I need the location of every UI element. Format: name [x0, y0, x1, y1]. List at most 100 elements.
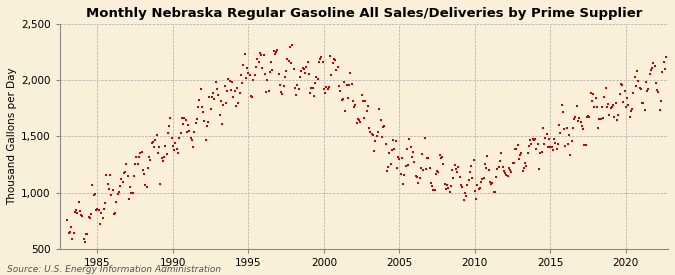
Point	[199, 119, 210, 123]
Point	[221, 100, 232, 105]
Point	[651, 81, 661, 85]
Point	[95, 222, 105, 227]
Point	[580, 143, 591, 147]
Point	[370, 138, 381, 143]
Point	[531, 147, 542, 151]
Point	[541, 131, 552, 136]
Point	[339, 79, 350, 84]
Point	[136, 150, 147, 154]
Point	[469, 189, 480, 193]
Point	[550, 141, 561, 146]
Point	[441, 187, 452, 191]
Point	[458, 198, 469, 202]
Point	[527, 136, 538, 141]
Point	[489, 189, 500, 194]
Point	[565, 152, 576, 157]
Point	[386, 148, 397, 152]
Point	[649, 64, 660, 69]
Point	[451, 167, 462, 171]
Point	[68, 231, 79, 236]
Point	[479, 162, 490, 167]
Point	[323, 85, 334, 90]
Point	[350, 103, 360, 107]
Point	[578, 127, 589, 131]
Point	[63, 230, 74, 235]
Point	[170, 141, 181, 146]
Point	[128, 191, 138, 195]
Point	[612, 118, 622, 122]
Point	[349, 104, 360, 109]
Point	[505, 168, 516, 172]
Point	[520, 161, 531, 166]
Point	[552, 142, 563, 146]
Point	[179, 116, 190, 120]
Point	[261, 90, 271, 95]
Point	[456, 183, 466, 187]
Point	[515, 153, 526, 157]
Point	[579, 142, 590, 147]
Point	[333, 84, 344, 89]
Point	[259, 72, 270, 76]
Point	[412, 175, 423, 179]
Point	[626, 106, 637, 111]
Point	[517, 169, 528, 173]
Point	[638, 101, 649, 106]
Point	[142, 166, 153, 170]
Point	[287, 43, 298, 47]
Point	[452, 169, 462, 174]
Point	[526, 142, 537, 146]
Point	[265, 70, 275, 74]
Point	[492, 167, 503, 171]
Point	[530, 136, 541, 141]
Y-axis label: Thousand Gallons per Day: Thousand Gallons per Day	[7, 68, 17, 205]
Point	[446, 184, 456, 188]
Point	[607, 104, 618, 109]
Point	[200, 138, 211, 142]
Point	[341, 83, 352, 87]
Point	[269, 51, 280, 56]
Point	[583, 114, 593, 119]
Point	[438, 162, 449, 166]
Point	[645, 68, 656, 72]
Point	[479, 176, 489, 180]
Point	[164, 124, 175, 128]
Point	[603, 101, 614, 106]
Point	[415, 166, 426, 170]
Point	[402, 147, 412, 151]
Point	[385, 162, 396, 167]
Point	[313, 77, 323, 81]
Point	[486, 182, 497, 186]
Point	[294, 74, 305, 79]
Point	[112, 192, 123, 197]
Point	[536, 150, 547, 155]
Point	[477, 177, 488, 182]
Point	[272, 47, 283, 52]
Point	[192, 116, 202, 121]
Point	[441, 183, 452, 187]
Point	[576, 124, 587, 128]
Point	[467, 176, 478, 180]
Point	[502, 174, 513, 178]
Point	[268, 49, 279, 53]
Point	[392, 166, 402, 171]
Point	[593, 125, 603, 130]
Point	[374, 107, 385, 112]
Point	[178, 122, 188, 127]
Point	[450, 162, 460, 167]
Point	[432, 169, 443, 173]
Point	[80, 240, 90, 244]
Point	[533, 142, 543, 147]
Point	[435, 156, 446, 160]
Point	[360, 98, 371, 103]
Point	[145, 158, 156, 162]
Point	[128, 174, 139, 178]
Point	[365, 130, 376, 134]
Point	[202, 124, 213, 128]
Point	[346, 82, 357, 87]
Point	[566, 138, 577, 143]
Point	[518, 166, 529, 170]
Point	[243, 71, 254, 76]
Point	[77, 214, 88, 218]
Point	[327, 61, 338, 65]
Point	[558, 110, 568, 114]
